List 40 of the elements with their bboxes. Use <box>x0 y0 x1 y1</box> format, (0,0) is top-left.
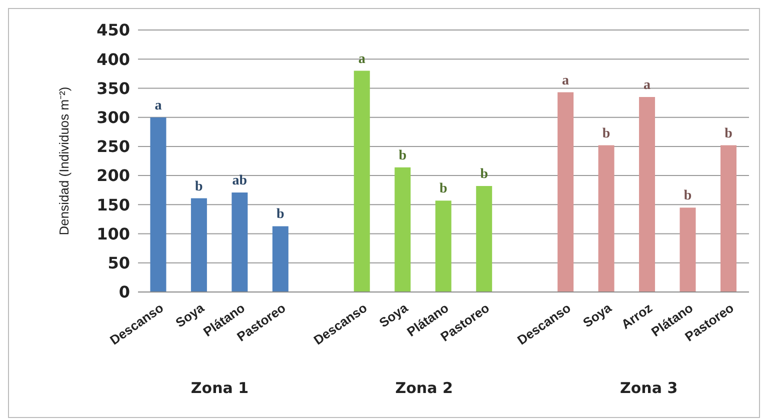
bar <box>394 167 411 292</box>
data-label: b <box>724 126 733 142</box>
y-tick-label: 0 <box>118 282 130 302</box>
y-tick-label: 400 <box>96 50 130 69</box>
data-label: b <box>195 179 204 194</box>
y-tick-label: 450 <box>96 20 130 40</box>
y-tick-label: 150 <box>96 195 130 214</box>
y-axis-title: Densidad (Individuos m⁻²) <box>56 86 72 236</box>
bar <box>190 198 207 292</box>
y-tick-label: 50 <box>108 254 130 273</box>
data-label: b <box>439 182 448 197</box>
text: Zona 2 <box>394 379 454 397</box>
bar <box>232 192 248 292</box>
data-label: a <box>154 98 162 114</box>
y-tick-label: 200 <box>96 166 130 186</box>
x-tick-label: Soya <box>580 300 615 330</box>
data-label: a <box>562 73 570 88</box>
bar <box>558 92 574 292</box>
data-label: b <box>398 148 407 164</box>
bar <box>598 145 614 292</box>
bar <box>150 117 166 292</box>
y-tick-label: 100 <box>96 224 130 244</box>
bar <box>435 200 452 292</box>
data-label: b <box>684 188 692 204</box>
bar <box>720 145 736 292</box>
bar <box>680 208 696 292</box>
data-label: a <box>358 52 366 67</box>
y-tick-label: 250 <box>96 137 130 156</box>
data-label: b <box>480 167 488 182</box>
data-label: ab <box>232 173 248 188</box>
bar <box>354 70 370 292</box>
bar <box>272 226 288 292</box>
bar <box>639 96 656 292</box>
text: Zona 1 <box>190 379 250 397</box>
data-label: b <box>602 126 610 142</box>
text: Zona 3 <box>619 379 679 397</box>
bar <box>476 186 492 292</box>
y-tick-label: 300 <box>96 108 130 128</box>
y-tick-label: 350 <box>96 78 130 98</box>
data-label: b <box>276 207 285 222</box>
